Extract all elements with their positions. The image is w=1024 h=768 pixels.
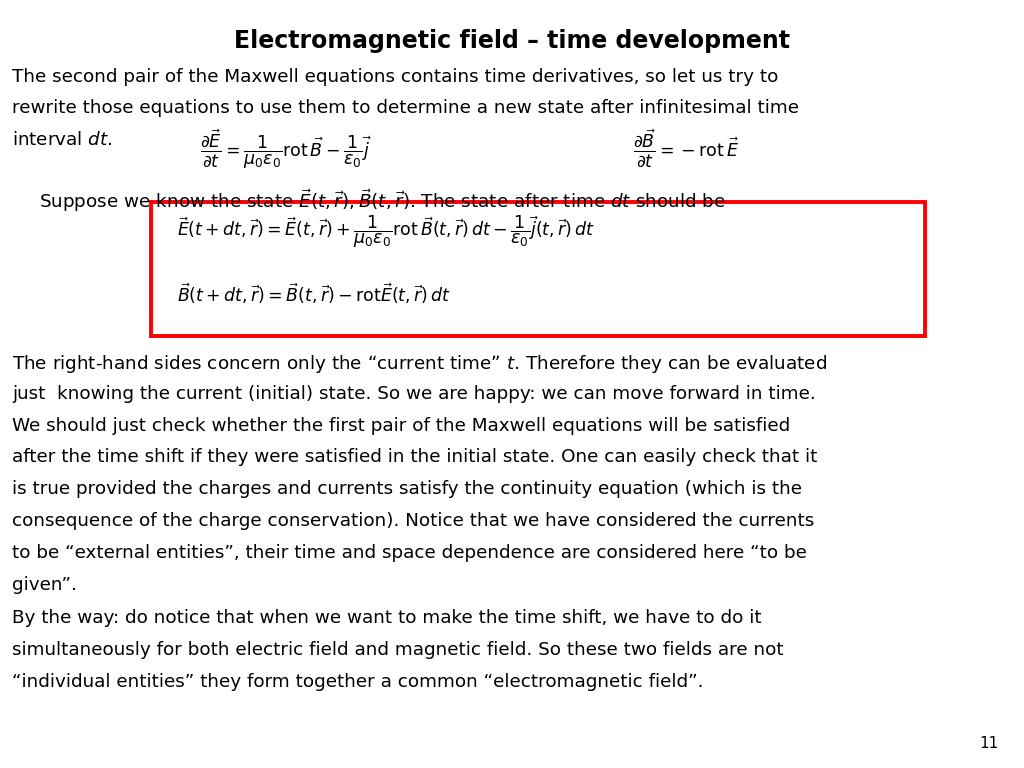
Text: rewrite those equations to use them to determine a new state after infinitesimal: rewrite those equations to use them to d…	[12, 99, 800, 118]
Text: “individual entities” they form together a common “electromagnetic field”.: “individual entities” they form together…	[12, 673, 703, 691]
Text: $\vec{E}(t+dt,\vec{r}) = \vec{E}(t,\vec{r}) + \dfrac{1}{\mu_0\varepsilon_0}\math: $\vec{E}(t+dt,\vec{r}) = \vec{E}(t,\vec{…	[177, 214, 595, 250]
Text: given”.: given”.	[12, 576, 77, 594]
Text: Electromagnetic field – time development: Electromagnetic field – time development	[234, 29, 790, 53]
Text: The second pair of the Maxwell equations contains time derivatives, so let us tr: The second pair of the Maxwell equations…	[12, 68, 778, 85]
Text: simultaneously for both electric field and magnetic field. So these two fields a: simultaneously for both electric field a…	[12, 641, 784, 659]
Text: to be “external entities”, their time and space dependence are considered here “: to be “external entities”, their time an…	[12, 544, 807, 562]
Text: $\dfrac{\partial \vec{B}}{\partial t} = -\mathrm{rot}\,\vec{E}$: $\dfrac{\partial \vec{B}}{\partial t} = …	[633, 128, 739, 170]
Text: 11: 11	[979, 736, 998, 751]
Text: The right-hand sides concern only the “current time” $t$. Therefore they can be : The right-hand sides concern only the “c…	[12, 353, 827, 375]
Text: We should just check whether the first pair of the Maxwell equations will be sat: We should just check whether the first p…	[12, 416, 791, 435]
FancyBboxPatch shape	[151, 202, 925, 336]
Text: is true provided the charges and currents satisfy the continuity equation (which: is true provided the charges and current…	[12, 480, 802, 498]
Text: just  knowing the current (initial) state. So we are happy: we can move forward : just knowing the current (initial) state…	[12, 385, 816, 402]
Text: Suppose we know the state $\vec{E}(t,\vec{r}),\vec{B}(t,\vec{r})$. The state aft: Suppose we know the state $\vec{E}(t,\ve…	[39, 187, 726, 214]
Text: $\vec{B}(t+dt,\vec{r}) = \vec{B}(t,\vec{r}) - \mathrm{rot}\vec{E}(t,\vec{r})\,dt: $\vec{B}(t+dt,\vec{r}) = \vec{B}(t,\vec{…	[177, 281, 451, 306]
Text: interval $dt$.: interval $dt$.	[12, 131, 113, 149]
Text: $\dfrac{\partial \vec{E}}{\partial t} = \dfrac{1}{\mu_0\varepsilon_0}\mathrm{rot: $\dfrac{\partial \vec{E}}{\partial t} = …	[200, 128, 372, 171]
Text: By the way: do notice that when we want to make the time shift, we have to do it: By the way: do notice that when we want …	[12, 609, 762, 627]
Text: after the time shift if they were satisfied in the initial state. One can easily: after the time shift if they were satisf…	[12, 449, 817, 466]
Text: consequence of the charge conservation). Notice that we have considered the curr: consequence of the charge conservation).…	[12, 512, 814, 530]
